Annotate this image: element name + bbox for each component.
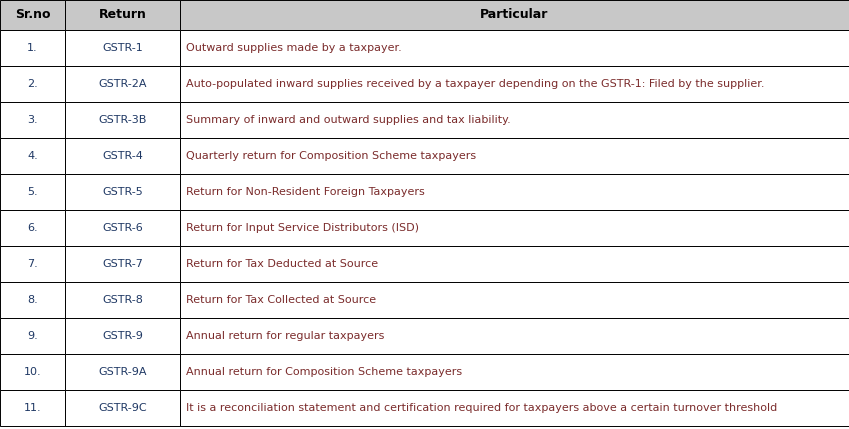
Text: It is a reconciliation statement and certification required for taxpayers above : It is a reconciliation statement and cer…	[186, 403, 777, 413]
Text: 10.: 10.	[24, 367, 42, 377]
Text: GSTR-7: GSTR-7	[102, 259, 143, 269]
Bar	[65, 390, 180, 426]
Text: GSTR-2A: GSTR-2A	[98, 79, 147, 89]
Text: GSTR-9C: GSTR-9C	[98, 403, 147, 413]
Text: 7.: 7.	[27, 259, 38, 269]
Bar	[180, 30, 849, 66]
Bar	[0, 354, 65, 390]
Text: GSTR-1: GSTR-1	[102, 43, 143, 53]
Text: 6.: 6.	[27, 223, 38, 233]
Bar	[65, 318, 180, 354]
Text: Return: Return	[98, 9, 146, 21]
Bar	[0, 282, 65, 318]
Text: 2.: 2.	[27, 79, 38, 89]
Text: 5.: 5.	[27, 187, 38, 197]
Text: Quarterly return for Composition Scheme taxpayers: Quarterly return for Composition Scheme …	[186, 151, 476, 161]
Text: GSTR-3B: GSTR-3B	[98, 115, 147, 125]
Text: Return for Tax Deducted at Source: Return for Tax Deducted at Source	[186, 259, 378, 269]
Text: GSTR-8: GSTR-8	[102, 295, 143, 305]
Bar	[65, 354, 180, 390]
Bar	[0, 210, 65, 246]
Bar	[0, 318, 65, 354]
Bar	[0, 102, 65, 138]
Text: Annual return for Composition Scheme taxpayers: Annual return for Composition Scheme tax…	[186, 367, 462, 377]
Text: 3.: 3.	[27, 115, 38, 125]
Bar	[0, 390, 65, 426]
Bar	[180, 210, 849, 246]
Bar	[65, 0, 180, 30]
Bar	[0, 174, 65, 210]
Bar	[180, 318, 849, 354]
Text: GSTR-9: GSTR-9	[102, 331, 143, 341]
Bar	[180, 138, 849, 174]
Text: Outward supplies made by a taxpayer.: Outward supplies made by a taxpayer.	[186, 43, 402, 53]
Bar	[65, 30, 180, 66]
Text: GSTR-9A: GSTR-9A	[98, 367, 147, 377]
Bar	[65, 138, 180, 174]
Text: 8.: 8.	[27, 295, 38, 305]
Text: 4.: 4.	[27, 151, 38, 161]
Bar	[65, 174, 180, 210]
Text: Sr.no: Sr.no	[14, 9, 50, 21]
Bar	[180, 102, 849, 138]
Text: GSTR-5: GSTR-5	[102, 187, 143, 197]
Bar	[0, 66, 65, 102]
Text: Auto-populated inward supplies received by a taxpayer depending on the GSTR-1: F: Auto-populated inward supplies received …	[186, 79, 764, 89]
Bar	[0, 138, 65, 174]
Text: 1.: 1.	[27, 43, 38, 53]
Bar	[180, 354, 849, 390]
Bar	[180, 390, 849, 426]
Bar	[65, 66, 180, 102]
Bar	[180, 66, 849, 102]
Bar	[180, 282, 849, 318]
Bar	[0, 0, 65, 30]
Text: Annual return for regular taxpayers: Annual return for regular taxpayers	[186, 331, 385, 341]
Text: Return for Input Service Distributors (ISD): Return for Input Service Distributors (I…	[186, 223, 419, 233]
Bar	[65, 246, 180, 282]
Bar	[180, 174, 849, 210]
Bar	[0, 246, 65, 282]
Text: Return for Tax Collected at Source: Return for Tax Collected at Source	[186, 295, 376, 305]
Bar	[0, 30, 65, 66]
Text: GSTR-6: GSTR-6	[102, 223, 143, 233]
Bar	[65, 282, 180, 318]
Text: 11.: 11.	[24, 403, 42, 413]
Bar	[180, 0, 849, 30]
Text: 9.: 9.	[27, 331, 38, 341]
Bar	[180, 246, 849, 282]
Bar	[65, 102, 180, 138]
Text: Return for Non-Resident Foreign Taxpayers: Return for Non-Resident Foreign Taxpayer…	[186, 187, 424, 197]
Text: Summary of inward and outward supplies and tax liability.: Summary of inward and outward supplies a…	[186, 115, 511, 125]
Text: GSTR-4: GSTR-4	[102, 151, 143, 161]
Bar	[65, 210, 180, 246]
Text: Particular: Particular	[481, 9, 548, 21]
